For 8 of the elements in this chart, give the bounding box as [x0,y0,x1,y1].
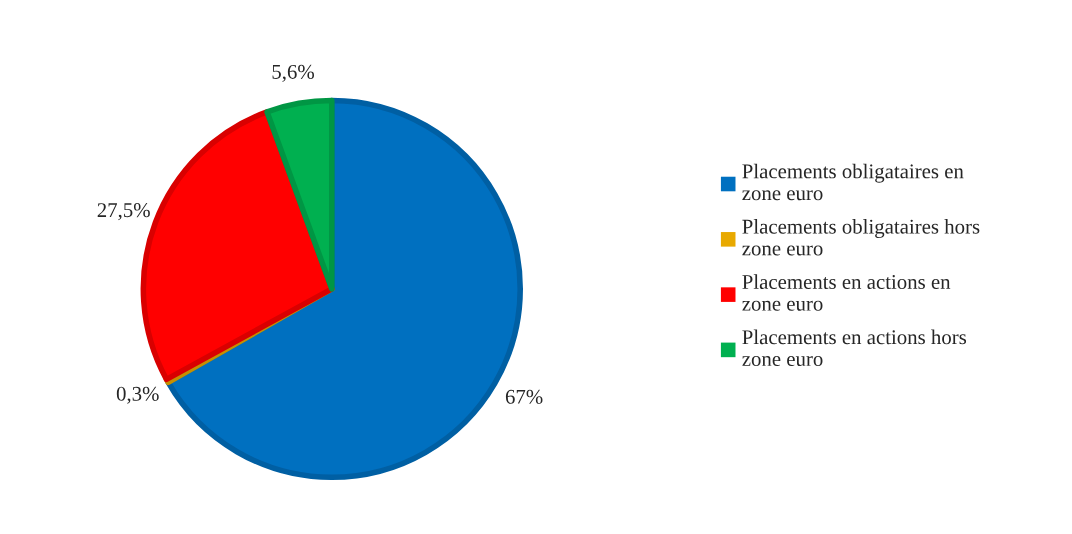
data-label: 67% [505,389,543,404]
legend-label: Placements obligataires en zone euro [742,163,964,201]
data-label: 5,6% [272,64,315,82]
legend-label: Placements en actions en zone euro [742,274,951,311]
legend-label: Placements en actions hors zone euro [742,329,967,367]
legend-label: Placements obligataires hors zone euro [742,219,980,256]
data-label: 0,3% [116,386,159,404]
data-label: 27,5% [97,203,150,221]
